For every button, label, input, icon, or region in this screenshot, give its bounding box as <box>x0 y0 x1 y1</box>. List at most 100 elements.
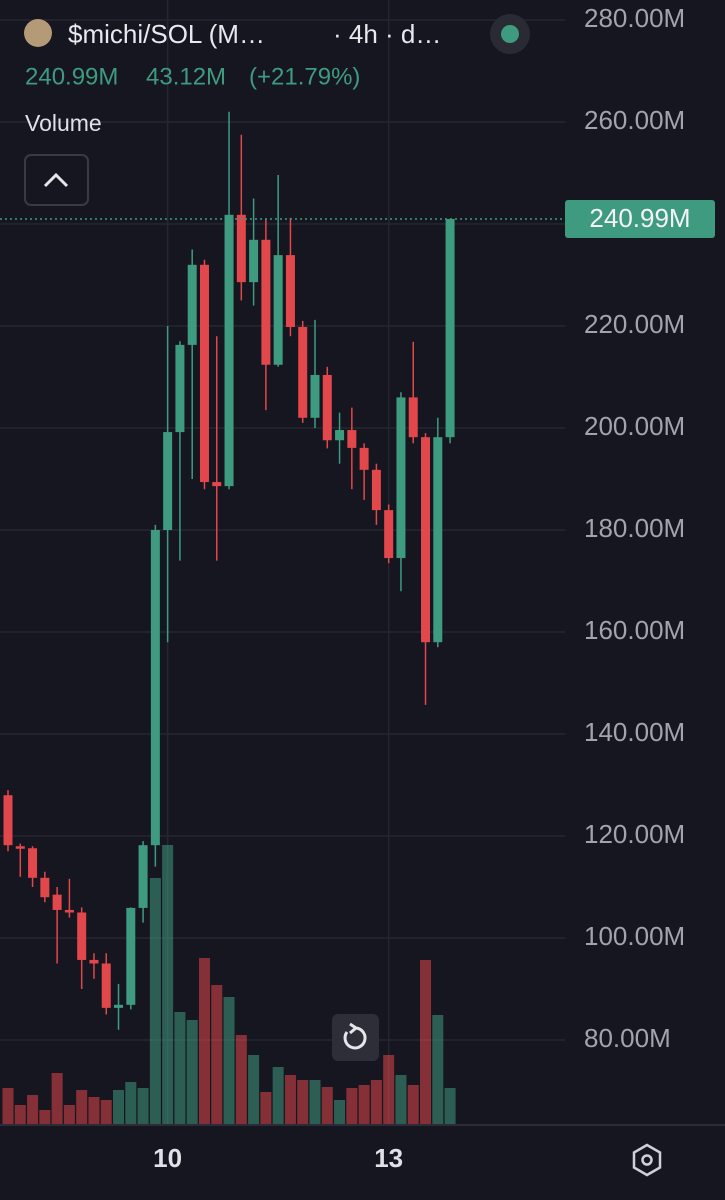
candle-layer <box>3 111 455 1030</box>
collapse-icon <box>43 172 69 188</box>
candle-body <box>199 264 209 483</box>
volume-bar <box>284 1075 296 1125</box>
candle-body <box>28 848 38 878</box>
candle-body <box>89 959 99 964</box>
candle-body <box>273 255 283 365</box>
candle-body <box>150 530 160 846</box>
volume-bar <box>272 1067 284 1125</box>
volume-bar <box>358 1085 370 1125</box>
volume-bar <box>297 1080 309 1125</box>
volume-label: Volume <box>25 110 102 136</box>
volume-bar <box>100 1100 112 1125</box>
grid <box>0 0 565 1125</box>
y-tick-label: 120.00M <box>584 819 685 849</box>
candle-body <box>163 432 173 530</box>
y-tick-label: 100.00M <box>584 921 685 951</box>
volume-bar <box>174 1012 186 1125</box>
volume-bar <box>223 997 235 1125</box>
volume-bar <box>235 1035 247 1125</box>
candle-body <box>40 877 50 898</box>
volume-bar <box>162 845 174 1125</box>
candle-body <box>421 437 431 643</box>
reset-button[interactable] <box>332 1014 379 1061</box>
candle-body <box>359 447 369 470</box>
candle-body <box>126 907 136 1005</box>
status-dot <box>501 25 519 43</box>
y-tick-label: 220.00M <box>584 309 685 339</box>
volume-bar <box>395 1075 407 1125</box>
volume-bar <box>149 878 161 1125</box>
y-tick-label: 140.00M <box>584 717 685 747</box>
volume-bar <box>186 1020 198 1125</box>
candle-body <box>52 894 62 910</box>
candle-body <box>371 469 381 511</box>
volume-bar <box>51 1073 63 1125</box>
volume-bar <box>309 1080 321 1125</box>
candle-body <box>445 218 455 438</box>
volume-bar <box>198 958 210 1125</box>
candle-body <box>285 255 295 328</box>
y-tick-label: 260.00M <box>584 105 685 135</box>
reset-icon-arrow <box>349 1022 359 1035</box>
volume-bar <box>125 1082 137 1125</box>
reset-icon <box>343 1026 367 1050</box>
candle-body <box>322 374 332 441</box>
price-tag-label: 240.99M <box>589 203 690 233</box>
volume-bar <box>420 960 432 1125</box>
chart-title: $michi/SOL (M… <box>68 19 265 49</box>
candle-body <box>384 510 394 559</box>
volume-bar <box>63 1105 75 1125</box>
candle-body <box>249 239 259 283</box>
candle-body <box>212 482 222 487</box>
volume-bar <box>334 1100 346 1125</box>
settings-icon[interactable] <box>632 1143 662 1177</box>
candle-body <box>175 344 185 433</box>
volume-bar <box>260 1092 272 1125</box>
x-tick-label: 13 <box>374 1143 403 1173</box>
change-pct: (+21.79%) <box>249 63 360 90</box>
token-avatar <box>24 19 52 47</box>
candle-body <box>433 437 443 643</box>
volume-bar <box>113 1090 125 1125</box>
price-tag <box>565 199 715 238</box>
volume-bar <box>444 1088 456 1125</box>
volume-bar <box>248 1055 260 1125</box>
volume-bar <box>39 1110 51 1125</box>
overlay: 80.00M 100.00M 120.00M 140.00M 160.00M 180.00… <box>0 3 715 1173</box>
volume-bar <box>383 1055 395 1125</box>
candle-body <box>187 264 197 345</box>
y-tick-label: 280.00M <box>584 3 685 33</box>
volume-bar <box>407 1085 419 1125</box>
candle-body <box>335 430 345 441</box>
volume-bar <box>370 1080 382 1125</box>
volume-bar <box>14 1105 26 1125</box>
candle-body <box>347 430 357 448</box>
candle-body <box>138 845 148 908</box>
volume-bar <box>27 1095 39 1125</box>
volume-bar <box>2 1088 14 1125</box>
x-tick-label: 10 <box>153 1143 182 1173</box>
candle-body <box>310 374 320 418</box>
candle-body <box>77 912 87 960</box>
candle-body <box>236 214 246 283</box>
candle-body <box>3 795 13 846</box>
last-price: 240.99M <box>25 63 118 90</box>
candle-body <box>261 239 271 365</box>
candle-body <box>15 846 25 849</box>
volume-bar <box>88 1097 100 1125</box>
y-tick-label: 160.00M <box>584 615 685 645</box>
y-tick-label: 80.00M <box>584 1023 671 1053</box>
candle-body <box>408 397 418 438</box>
collapse-button[interactable] <box>24 154 89 206</box>
candle-body <box>298 327 308 418</box>
change: 43.12M <box>146 63 226 90</box>
volume-bar <box>346 1088 358 1125</box>
candle-body <box>224 214 234 487</box>
settings-icon-center <box>641 1154 653 1166</box>
volume-bar <box>137 1088 149 1125</box>
volume-bar <box>211 985 223 1125</box>
y-tick-label: 180.00M <box>584 513 685 543</box>
candle-body <box>396 397 406 559</box>
chart-subtitle: · 4h · d… <box>333 19 441 49</box>
